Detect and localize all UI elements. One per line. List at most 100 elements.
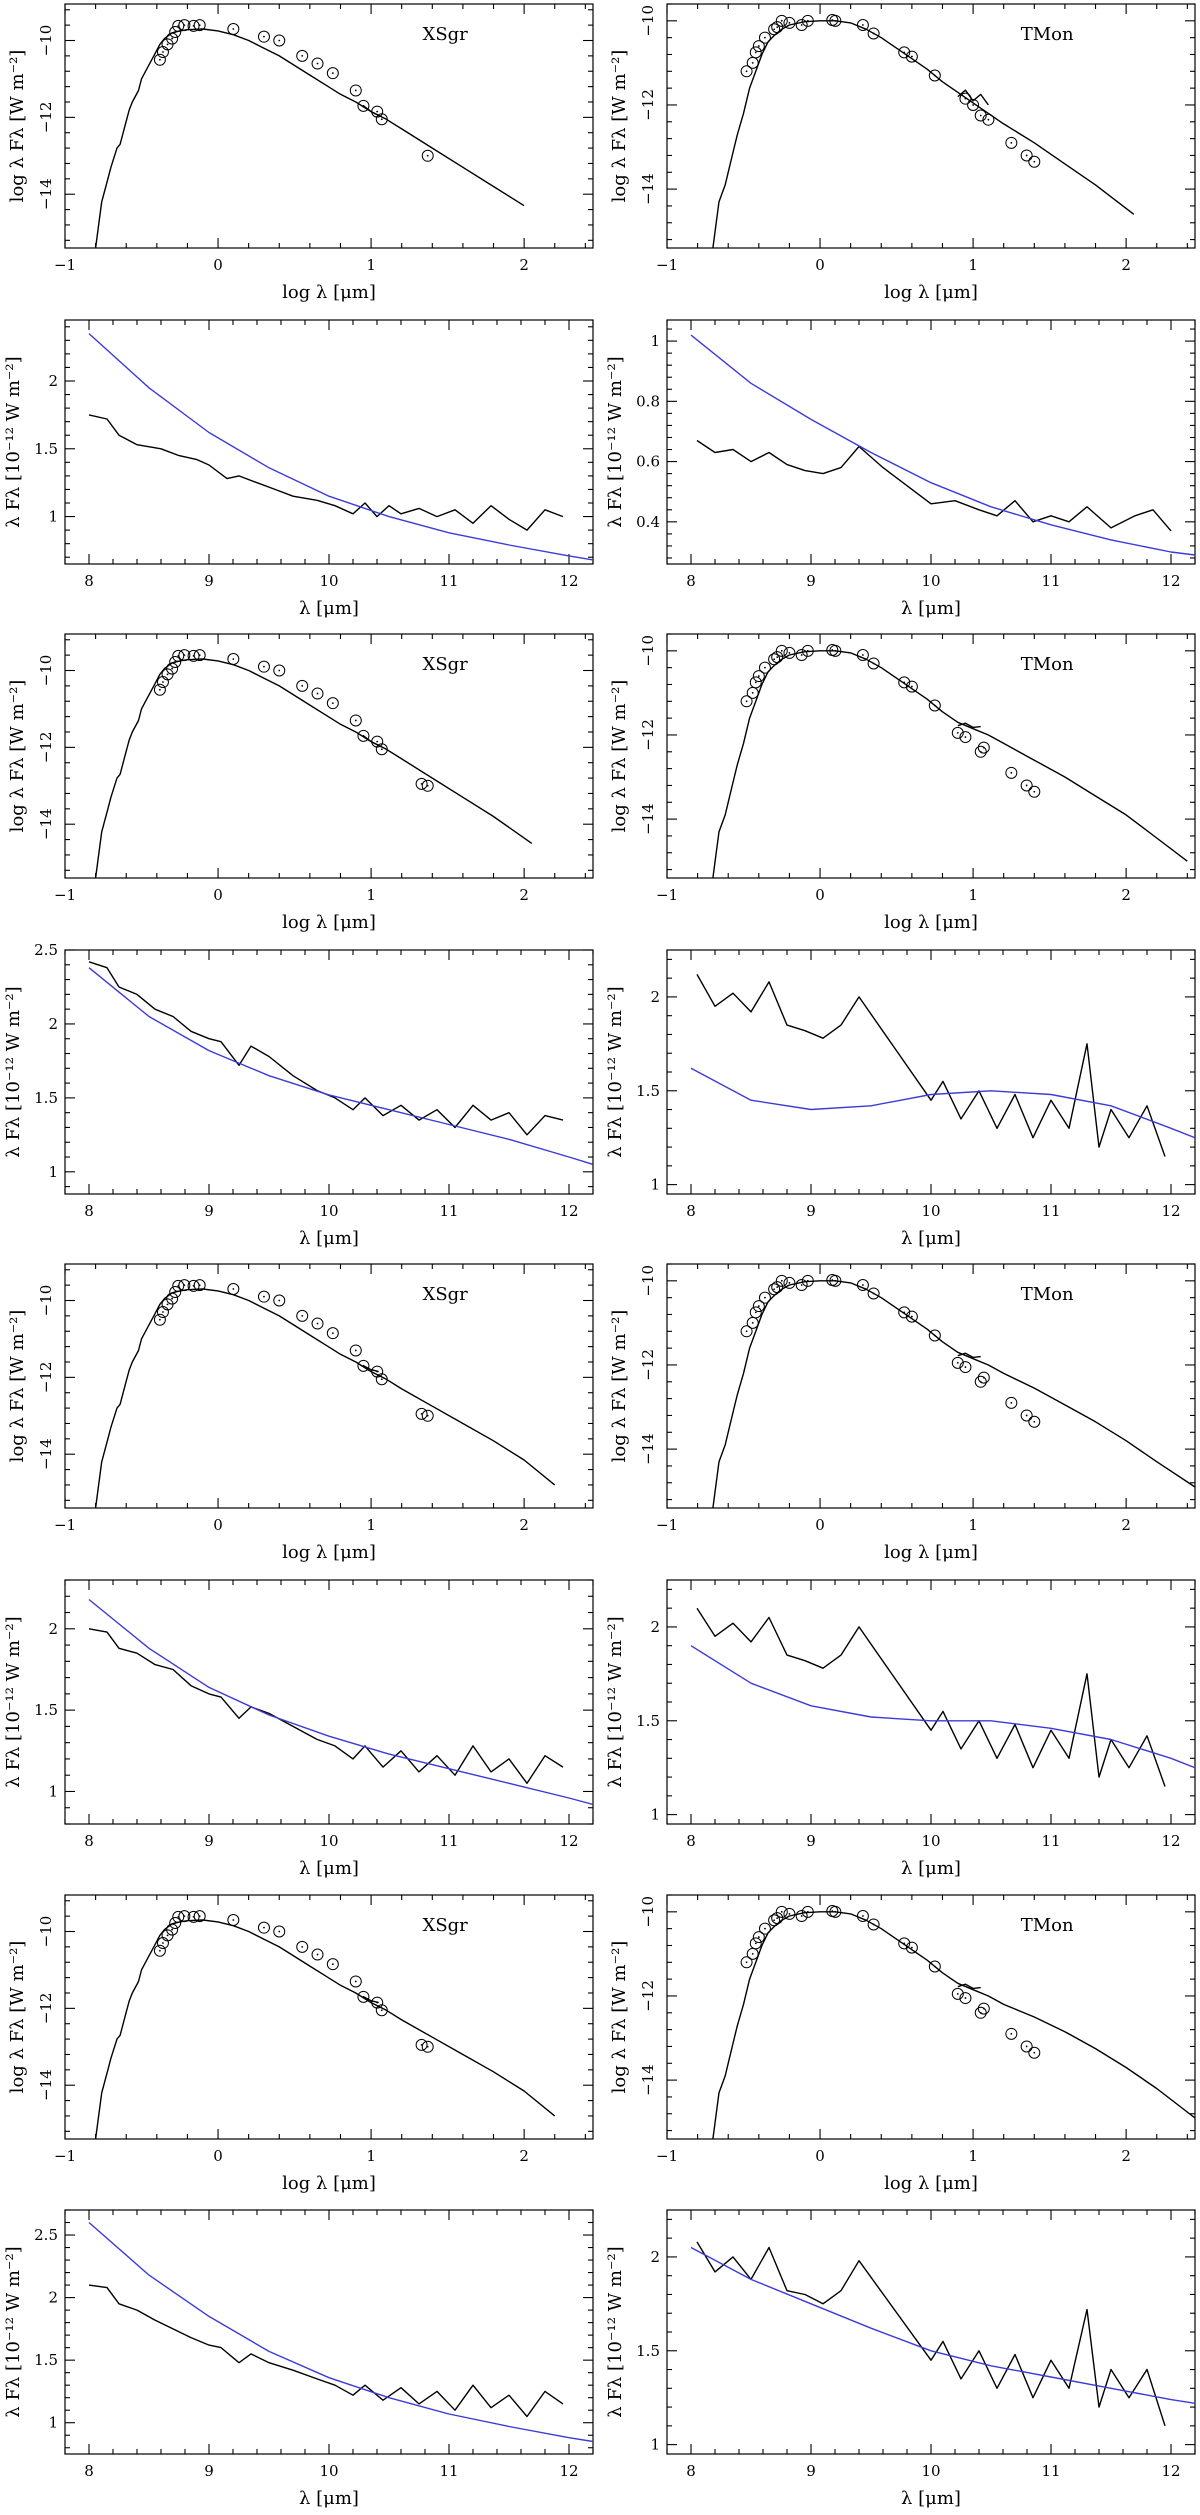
photometry-point-center — [764, 36, 766, 39]
photometry-point-center — [800, 1284, 803, 1286]
series-spectrum — [88, 1628, 564, 1784]
plot-frame — [64, 3, 594, 249]
y-tick-label: 0.6 — [636, 453, 660, 471]
photometry-point-center — [872, 32, 875, 35]
photometry-point-center — [232, 1919, 235, 1921]
photometry-point — [959, 731, 972, 744]
x-tick-label: 2 — [519, 1516, 529, 1534]
photometry-point — [959, 1992, 972, 2005]
series-model — [712, 650, 1188, 878]
x-tick-label: 2 — [1121, 886, 1131, 904]
x-tick-label: 2 — [519, 256, 529, 274]
x-tick-label: 11 — [1041, 2462, 1060, 2480]
x-tick-label: 10 — [319, 1832, 338, 1850]
photometry-point — [768, 1283, 781, 1296]
photometry-point — [1020, 779, 1033, 792]
photometry-point-center — [232, 1288, 235, 1290]
plot-frame — [666, 949, 1196, 1195]
photometry-point — [867, 27, 880, 40]
photometry-point — [951, 1356, 964, 1369]
plot-area — [88, 333, 593, 561]
photometry-point — [169, 656, 182, 669]
photometry-point — [296, 1940, 309, 1953]
x-axis-label: log λ [μm] — [282, 912, 376, 933]
y-tick-label: −12 — [639, 1349, 657, 1381]
photometry-point-center — [1033, 160, 1036, 163]
x-tick-label: 8 — [84, 2462, 94, 2480]
photometry-point-center — [171, 1297, 174, 1300]
y-tick-label: −10 — [639, 635, 657, 667]
photometry-point — [357, 1990, 370, 2003]
y-axis-label: log λ Fλ [W m⁻²] — [7, 1941, 28, 2094]
photometry-point — [771, 1912, 784, 1925]
photometry-point-center — [834, 649, 837, 652]
photometry-point-center — [788, 652, 791, 654]
photometry-point — [193, 649, 206, 662]
photometry-point-center — [800, 654, 803, 656]
photometry-point — [1020, 149, 1033, 162]
photometry-point-center — [158, 58, 161, 61]
photometry-point-center — [982, 1376, 985, 1379]
y-tick-label: −14 — [639, 173, 657, 205]
photometry-point — [178, 649, 191, 662]
y-tick-label: −14 — [37, 1438, 55, 1470]
photometry-point-center — [183, 654, 186, 657]
photometry-point-center — [751, 691, 754, 694]
plot-frame — [64, 319, 594, 565]
photometry-point — [801, 1905, 814, 1918]
series-model — [690, 1067, 1195, 1139]
plot-frame — [64, 1579, 594, 1825]
photometry-point — [166, 32, 179, 45]
x-tick-label: 9 — [204, 2462, 214, 2480]
plot-area — [88, 961, 593, 1166]
photometry-point-center — [354, 719, 357, 722]
y-axis-label: λ Fλ [10⁻¹² W m⁻²] — [3, 356, 24, 527]
photometry-point — [311, 57, 324, 70]
photometry-point — [795, 1279, 808, 1292]
photometry-point — [1005, 1396, 1018, 1409]
photometry-point — [273, 664, 286, 677]
x-tick-label: 12 — [559, 1202, 578, 1220]
y-tick-label: −10 — [639, 5, 657, 37]
x-tick-label: 10 — [921, 1832, 940, 1850]
photometry-point — [801, 644, 814, 657]
photometry-point-center — [1010, 2032, 1013, 2035]
x-tick-label: 11 — [439, 2462, 458, 2480]
x-tick-label: 12 — [559, 1832, 578, 1850]
photometry-point-center — [754, 681, 757, 684]
x-axis-label: log λ [μm] — [282, 2173, 376, 2194]
photometry-point-center — [780, 1910, 783, 1913]
photometry-point-center — [183, 1915, 186, 1918]
y-tick-label: 1.5 — [636, 1082, 660, 1100]
photometry-point-center — [331, 1332, 334, 1335]
photometry-point — [856, 649, 869, 662]
y-axis-label: log λ Fλ [W m⁻²] — [609, 1310, 630, 1463]
photometry-point-center — [1033, 790, 1036, 793]
photometry-point — [311, 687, 324, 700]
series-spectrum — [696, 439, 1172, 532]
photometry-point-center — [183, 24, 186, 27]
x-axis-label: log λ [μm] — [282, 1542, 376, 1563]
plot-frame — [666, 633, 1196, 879]
photometry-point-center — [956, 731, 959, 734]
photometry-point — [415, 1407, 428, 1420]
photometry-point-center — [158, 1949, 161, 1952]
photometry-point-center — [831, 19, 834, 21]
x-tick-label: 8 — [84, 1202, 94, 1220]
photometry-point — [273, 1925, 286, 1938]
photometry-point — [951, 726, 964, 739]
photometry-point — [740, 1325, 753, 1338]
photometry-point — [758, 1291, 771, 1304]
photometry-point-center — [910, 1315, 913, 1318]
photometry-point — [758, 1922, 771, 1935]
x-axis-label: λ [μm] — [299, 1858, 359, 1879]
photometry-point — [257, 660, 270, 673]
object-label: XSgr — [423, 1284, 469, 1305]
photometry-point-center — [903, 1311, 906, 1314]
plot-frame — [666, 319, 1196, 565]
photometry-point-center — [278, 39, 281, 42]
plot-area — [88, 2221, 593, 2443]
plot-area — [712, 1904, 1195, 2139]
